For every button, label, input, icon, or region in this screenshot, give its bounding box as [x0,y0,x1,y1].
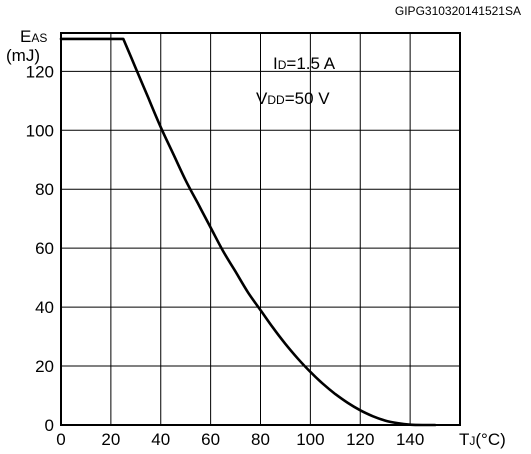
y-tick-label-20: 20 [35,357,54,376]
y-tick-label-60: 60 [35,239,54,258]
x-axis-title: TJ(°C) [459,430,506,449]
x-tick-label-140: 140 [396,430,424,449]
annotation-vdd-voltage-main: V [256,89,268,108]
y-tick-label-40: 40 [35,298,54,317]
annotation-id-current-sub: D [278,58,287,72]
x-tick-label-120: 120 [346,430,374,449]
annotation-vdd-voltage: VDD=50 V [256,89,330,108]
x-axis-title-unit: (°C) [475,430,505,449]
y-axis-title: EAS [20,27,47,46]
y-tick-label-0: 0 [45,416,54,435]
y-tick-label-120: 120 [26,62,54,81]
annotation-vdd-voltage-value: =50 V [285,89,331,108]
annotation-vdd-voltage-sub: DD [267,93,285,107]
y-axis-title-main: E [20,27,31,46]
x-tick-label-80: 80 [251,430,270,449]
x-axis-title-sub: J [469,434,475,448]
y-axis-unit: (mJ) [6,46,40,65]
tick-labels: 0 20 40 60 80 100 120 140 0 20 40 60 80 100 120 [26,62,425,449]
x-tick-label-0: 0 [56,430,65,449]
x-tick-label-20: 20 [101,430,120,449]
x-tick-label-100: 100 [296,430,324,449]
x-axis-title-main: T [459,430,469,449]
x-tick-label-60: 60 [201,430,220,449]
y-axis-title-sub: AS [31,31,47,45]
y-tick-label-80: 80 [35,180,54,199]
annotation-id-current-value: =1.5 A [286,54,335,73]
x-tick-label-40: 40 [151,430,170,449]
annotation-box: ID=1.5 A VDD=50 V [256,54,336,108]
plot-frame [60,32,461,426]
figure-id: GIPG310320141521SA [395,4,521,18]
y-tick-label-100: 100 [26,121,54,140]
eas-vs-tj-curve [59,37,437,427]
annotation-id-current-main: I [273,54,278,73]
annotation-id-current: ID=1.5 A [273,54,336,73]
